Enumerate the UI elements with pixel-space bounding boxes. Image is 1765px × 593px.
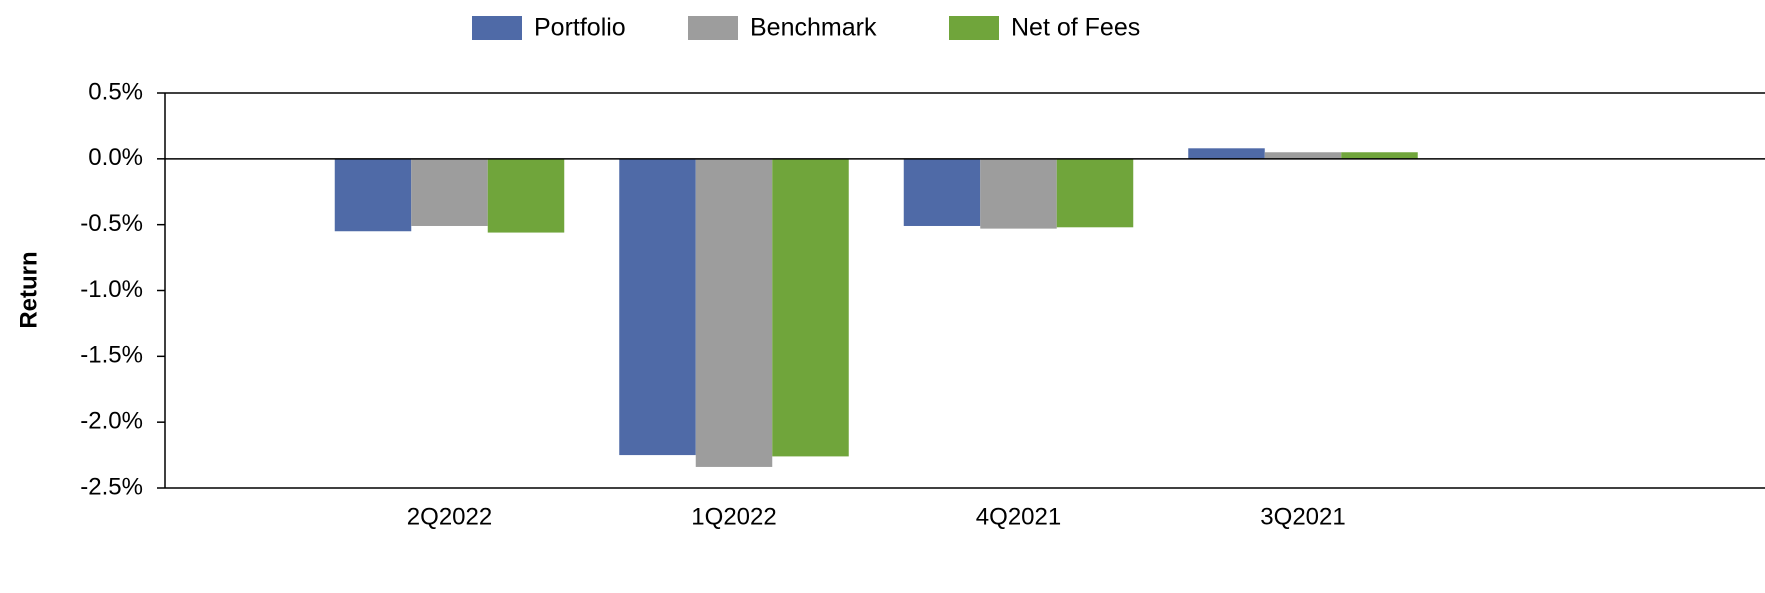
x-tick-label: 4Q2021 xyxy=(976,503,1061,530)
y-tick-label: -1.5% xyxy=(80,342,143,369)
y-tick-label: 0.5% xyxy=(88,78,143,105)
bar xyxy=(1341,152,1418,159)
x-tick-label: 3Q2021 xyxy=(1260,503,1345,530)
bar xyxy=(1188,148,1265,159)
bar xyxy=(487,158,565,233)
y-tick-label: -2.0% xyxy=(80,408,143,435)
bar xyxy=(980,158,1057,229)
y-axis-label: Return xyxy=(15,251,42,328)
legend-swatch xyxy=(472,16,522,40)
bar xyxy=(1264,152,1342,159)
legend-label: Net of Fees xyxy=(1011,14,1140,42)
legend-label: Benchmark xyxy=(750,14,877,42)
y-tick-label: -0.5% xyxy=(80,210,143,237)
legend-swatch xyxy=(949,16,999,40)
y-tick-label: 0.0% xyxy=(88,144,143,171)
bar xyxy=(772,158,849,457)
y-tick-label: -2.5% xyxy=(80,473,143,500)
bar xyxy=(903,158,981,226)
legend-label: Portfolio xyxy=(534,14,626,42)
x-tick-label: 2Q2022 xyxy=(407,503,492,530)
bar xyxy=(334,158,412,232)
bar xyxy=(411,158,488,226)
y-tick-label: -1.0% xyxy=(80,276,143,303)
x-tick-label: 1Q2022 xyxy=(691,503,776,530)
bar xyxy=(695,158,773,467)
bar xyxy=(1056,158,1134,228)
legend-swatch xyxy=(688,16,738,40)
bar xyxy=(619,158,696,456)
